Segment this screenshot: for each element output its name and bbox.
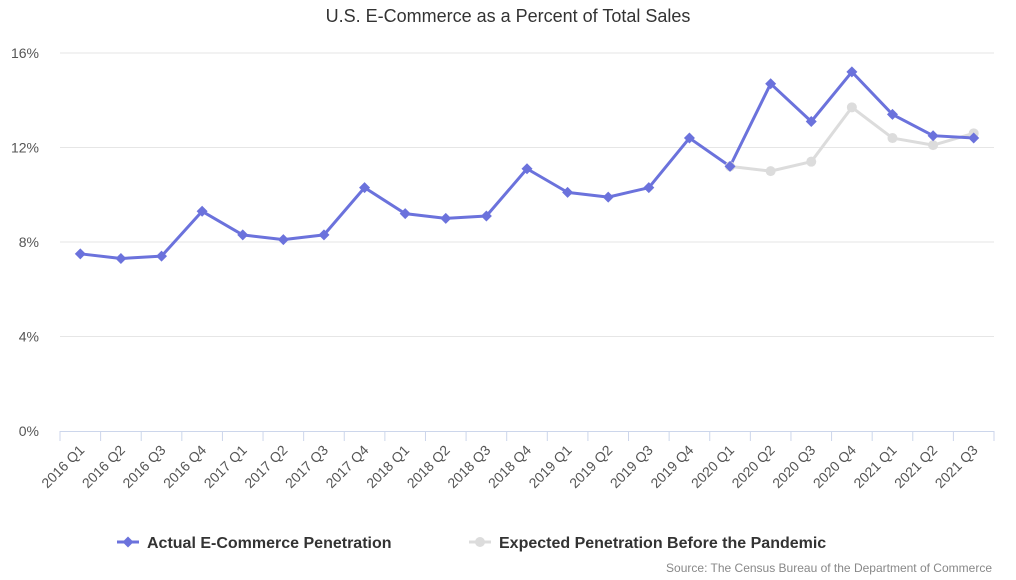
y-tick-label: 4% bbox=[19, 329, 39, 345]
data-point-expected[interactable] bbox=[806, 156, 817, 167]
y-tick-label: 8% bbox=[19, 234, 39, 250]
legend: Actual E-Commerce Penetration Expected P… bbox=[117, 535, 826, 552]
data-point-expected[interactable] bbox=[928, 140, 939, 151]
x-tick-label: 2021 Q1 bbox=[850, 442, 899, 491]
legend-label-actual: Actual E-Commerce Penetration bbox=[147, 535, 392, 552]
data-point-actual[interactable] bbox=[318, 229, 330, 241]
data-point-actual[interactable] bbox=[562, 186, 574, 198]
x-tick-label: 2019 Q4 bbox=[647, 442, 696, 491]
data-point-actual[interactable] bbox=[359, 182, 371, 194]
data-point-expected[interactable] bbox=[887, 133, 898, 144]
data-point-actual[interactable] bbox=[927, 130, 939, 142]
data-point-actual[interactable] bbox=[156, 250, 168, 262]
data-point-expected[interactable] bbox=[765, 166, 776, 177]
grid bbox=[60, 52, 994, 337]
data-point-expected[interactable] bbox=[846, 102, 857, 113]
data-point-actual[interactable] bbox=[521, 163, 533, 175]
legend-diamond-marker bbox=[122, 536, 134, 548]
data-point-actual[interactable] bbox=[886, 108, 898, 120]
data-point-actual[interactable] bbox=[399, 208, 411, 220]
x-tick-label: 2017 Q1 bbox=[201, 442, 250, 491]
data-point-actual[interactable] bbox=[115, 253, 127, 265]
x-tick-label: 2021 Q2 bbox=[891, 442, 940, 491]
legend-item-expected[interactable]: Expected Penetration Before the Pandemic bbox=[469, 535, 826, 552]
x-tick-label: 2017 Q2 bbox=[241, 442, 290, 491]
data-point-actual[interactable] bbox=[846, 66, 858, 78]
x-tick-label: 2020 Q4 bbox=[810, 442, 859, 491]
data-point-actual[interactable] bbox=[237, 229, 249, 241]
data-point-actual[interactable] bbox=[805, 116, 817, 128]
data-point-actual[interactable] bbox=[765, 78, 777, 90]
legend-label-expected: Expected Penetration Before the Pandemic bbox=[499, 535, 826, 552]
data-point-actual[interactable] bbox=[480, 210, 492, 222]
x-tick-label: 2019 Q2 bbox=[566, 442, 615, 491]
y-tick-label: 12% bbox=[11, 140, 39, 156]
x-tick-label: 2016 Q1 bbox=[38, 442, 87, 491]
x-tick-label: 2020 Q2 bbox=[728, 442, 777, 491]
y-tick-label: 16% bbox=[11, 45, 39, 61]
data-point-actual[interactable] bbox=[74, 248, 86, 260]
legend-circle-marker bbox=[475, 537, 485, 547]
source-credit: Source: The Census Bureau of the Departm… bbox=[666, 561, 992, 575]
data-point-actual[interactable] bbox=[968, 132, 980, 144]
x-tick-label: 2017 Q4 bbox=[322, 442, 371, 491]
data-point-actual[interactable] bbox=[724, 160, 736, 172]
x-tick-label: 2019 Q3 bbox=[607, 442, 656, 491]
series-points bbox=[74, 66, 980, 265]
x-tick-label: 2021 Q3 bbox=[932, 442, 981, 491]
x-tick-label: 2018 Q2 bbox=[404, 442, 453, 491]
y-tick-label: 0% bbox=[19, 423, 39, 439]
x-tick-label: 2017 Q3 bbox=[282, 442, 331, 491]
x-tick-label: 2016 Q3 bbox=[119, 442, 168, 491]
data-point-actual[interactable] bbox=[277, 234, 289, 246]
x-tick-label: 2019 Q1 bbox=[525, 442, 574, 491]
x-tick-label: 2018 Q1 bbox=[363, 442, 412, 491]
data-point-actual[interactable] bbox=[440, 212, 452, 224]
x-tick-label: 2020 Q1 bbox=[688, 442, 737, 491]
x-tick-label: 2020 Q3 bbox=[769, 442, 818, 491]
series-line-expected bbox=[729, 105, 975, 173]
x-tick-label: 2018 Q3 bbox=[444, 442, 493, 491]
y-axis: 0% 4% 8% 12% 16% bbox=[11, 45, 39, 439]
legend-item-actual[interactable]: Actual E-Commerce Penetration bbox=[117, 535, 392, 552]
x-tick-label: 2016 Q2 bbox=[79, 442, 128, 491]
chart-title: U.S. E-Commerce as a Percent of Total Sa… bbox=[326, 6, 691, 26]
data-point-actual[interactable] bbox=[683, 132, 695, 144]
x-tick-label: 2018 Q4 bbox=[485, 442, 534, 491]
data-point-actual[interactable] bbox=[643, 182, 655, 194]
data-point-actual[interactable] bbox=[196, 205, 208, 217]
x-tick-label: 2016 Q4 bbox=[160, 442, 209, 491]
data-point-actual[interactable] bbox=[602, 191, 614, 203]
